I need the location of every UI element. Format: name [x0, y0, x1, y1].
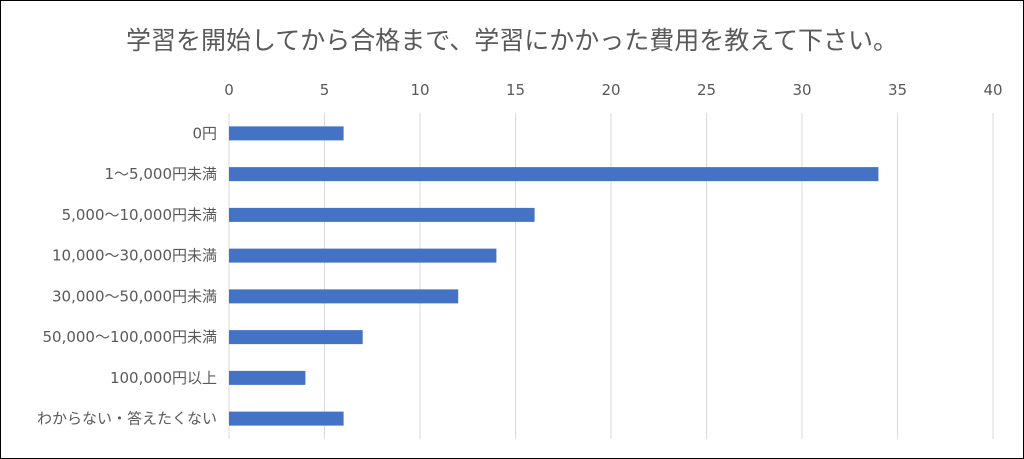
category-label: 1～5,000円未満 — [105, 165, 218, 183]
category-label: 0円 — [192, 124, 217, 142]
bar — [229, 126, 344, 141]
category-label: わからない・答えたくない — [37, 410, 217, 428]
x-tick-label: 20 — [601, 81, 620, 99]
bar — [229, 289, 459, 304]
x-tick-label: 35 — [888, 81, 907, 99]
category-label: 30,000～50,000円未満 — [52, 287, 217, 305]
x-tick-label: 40 — [983, 81, 1002, 99]
bar — [229, 207, 535, 222]
bar — [229, 248, 497, 263]
category-label: 50,000～100,000円未満 — [42, 328, 217, 346]
x-tick-label: 25 — [697, 81, 716, 99]
category-label: 100,000円以上 — [110, 369, 217, 387]
x-tick-label: 0 — [224, 81, 234, 99]
x-tick-label: 5 — [320, 81, 330, 99]
bar — [229, 330, 363, 345]
x-tick-label: 30 — [792, 81, 811, 99]
x-tick-label: 10 — [410, 81, 429, 99]
bar — [229, 411, 344, 426]
bar — [229, 167, 879, 182]
bar — [229, 370, 306, 385]
x-tick-label: 15 — [506, 81, 525, 99]
category-label: 10,000～30,000円未満 — [52, 247, 217, 265]
category-label: 5,000～10,000円未満 — [62, 206, 217, 224]
chart-title: 学習を開始してから合格まで、学習にかかった費用を教えて下さい。 — [125, 26, 898, 55]
